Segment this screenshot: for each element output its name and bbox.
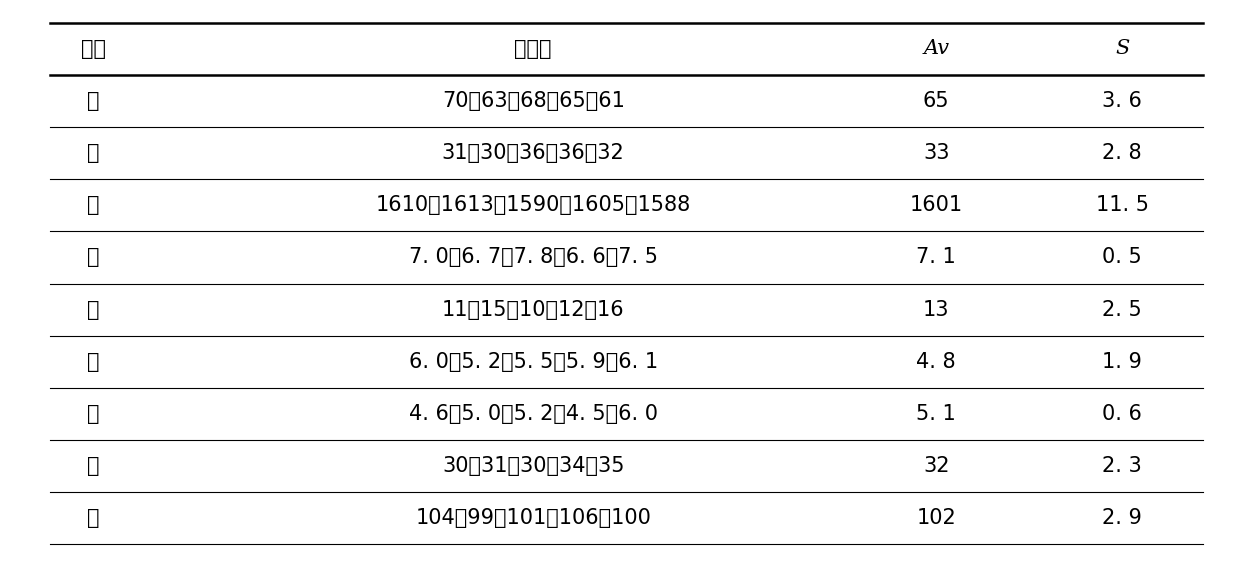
- Text: 锰: 锰: [87, 352, 99, 372]
- Text: 2. 9: 2. 9: [1102, 508, 1142, 528]
- Text: 65: 65: [923, 91, 950, 111]
- Text: 测定值: 测定值: [515, 39, 552, 59]
- Text: 7. 0，6. 7，7. 8，6. 6，7. 5: 7. 0，6. 7，7. 8，6. 6，7. 5: [409, 247, 657, 268]
- Text: 2. 3: 2. 3: [1102, 456, 1142, 476]
- Text: 11. 5: 11. 5: [1096, 195, 1148, 215]
- Text: 铝: 铝: [87, 299, 99, 320]
- Text: 1601: 1601: [910, 195, 962, 215]
- Text: 3. 6: 3. 6: [1102, 91, 1142, 111]
- Text: 2. 5: 2. 5: [1102, 299, 1142, 320]
- Text: 13: 13: [923, 299, 950, 320]
- Text: 104，99，101，106，100: 104，99，101，106，100: [415, 508, 651, 528]
- Text: 11，15，10，12，16: 11，15，10，12，16: [441, 299, 625, 320]
- Text: 0. 6: 0. 6: [1102, 404, 1142, 424]
- Text: 4. 6，5. 0，5. 2，4. 5，6. 0: 4. 6，5. 0，5. 2，4. 5，6. 0: [409, 404, 657, 424]
- Text: 铬: 铬: [87, 508, 99, 528]
- Text: 镁: 镁: [87, 404, 99, 424]
- Text: 102: 102: [916, 508, 956, 528]
- Text: 7. 1: 7. 1: [916, 247, 956, 268]
- Text: 1610，1613，1590，1605，1588: 1610，1613，1590，1605，1588: [376, 195, 691, 215]
- Text: 钴: 钴: [87, 91, 99, 111]
- Text: 70，63，68，65，61: 70，63，68，65，61: [441, 91, 625, 111]
- Text: 2. 8: 2. 8: [1102, 143, 1142, 163]
- Text: 31，30，36，36，32: 31，30，36，36，32: [441, 143, 625, 163]
- Text: 5. 1: 5. 1: [916, 404, 956, 424]
- Text: 1. 9: 1. 9: [1102, 352, 1142, 372]
- Text: 铁: 铁: [87, 195, 99, 215]
- Text: 钛: 钛: [87, 247, 99, 268]
- Text: 4. 8: 4. 8: [916, 352, 956, 372]
- Text: Av: Av: [924, 39, 949, 58]
- Text: 元素: 元素: [81, 39, 105, 59]
- Text: 0. 5: 0. 5: [1102, 247, 1142, 268]
- Text: 32: 32: [923, 456, 950, 476]
- Text: 33: 33: [923, 143, 950, 163]
- Text: 30，31，30，34，35: 30，31，30，34，35: [441, 456, 625, 476]
- Text: 镍: 镍: [87, 143, 99, 163]
- Text: S: S: [1115, 39, 1130, 58]
- Text: 钒: 钒: [87, 456, 99, 476]
- Text: 6. 0，5. 2，5. 5，5. 9，6. 1: 6. 0，5. 2，5. 5，5. 9，6. 1: [409, 352, 657, 372]
